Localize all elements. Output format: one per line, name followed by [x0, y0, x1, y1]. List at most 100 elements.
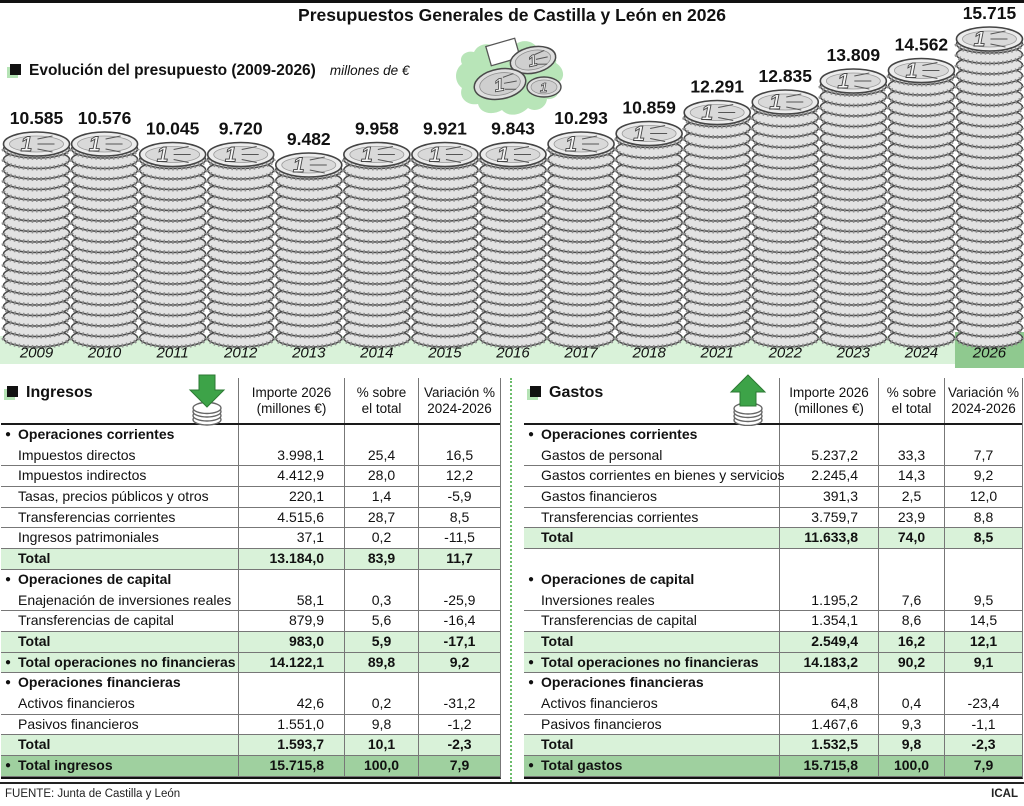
- cell-variacion: -2,3: [418, 735, 500, 755]
- row-label: Pasivos financieros: [18, 715, 139, 732]
- coin-stack-2012: 1 9.720: [205, 119, 276, 349]
- cell-variacion: 8,8: [944, 507, 1022, 528]
- year-label: 2017: [563, 345, 598, 362]
- value-label: 10.859: [622, 98, 676, 118]
- row-label-cell: ● Operaciones de capital: [1, 570, 238, 591]
- row-label: Tasas, precios públicos y otros: [18, 488, 209, 505]
- column-header-line1: Variación %: [947, 384, 1020, 400]
- cell-variacion: -31,2: [418, 693, 500, 714]
- row-label-cell: Gastos corrientes en bienes y servicios: [524, 466, 785, 486]
- cell-importe: 3.998,1: [238, 445, 344, 466]
- cell-variacion: -23,4: [944, 693, 1022, 714]
- cell-pct: 7,6: [878, 590, 944, 611]
- coin-face-digit: 1: [497, 144, 509, 167]
- row-label-cell: Total: [1, 735, 238, 755]
- cell-variacion: 14,5: [944, 611, 1022, 631]
- square-bullet-icon: [530, 386, 541, 397]
- value-label: 9.482: [287, 129, 331, 149]
- cell-importe: [779, 549, 878, 570]
- row-label-cell: Transferencias corrientes: [1, 508, 238, 528]
- cell-pct: 1,4: [344, 487, 418, 507]
- coin-stack-2015: 1 9.921: [409, 119, 480, 349]
- cell-pct: 0,2: [344, 693, 418, 714]
- gastos-row: Total 1.532,5 9,8 -2,3: [524, 735, 1022, 756]
- cell-importe: 3.759,7: [779, 507, 878, 528]
- cell-variacion: 9,2: [944, 466, 1022, 487]
- coin-stack-2016: 1 9.843: [477, 119, 548, 349]
- coin-face-digit: 1: [906, 60, 918, 83]
- top-border-line: [0, 0, 1024, 3]
- coin-face-digit: 1: [429, 144, 441, 167]
- cell-pct: [344, 425, 418, 446]
- ingresos-row: Total 983,0 5,9 -17,1: [1, 631, 500, 653]
- cell-importe: [238, 569, 344, 591]
- row-label: Total: [541, 529, 574, 546]
- value-label: 12.291: [690, 77, 744, 97]
- coin-stack-2024: 1 14.562: [886, 35, 957, 349]
- coin-face-digit: 1: [361, 144, 373, 167]
- cell-variacion: -17,1: [418, 631, 500, 652]
- row-label: Inversiones reales: [541, 591, 655, 608]
- ingresos-row: ● Operaciones de capital: [1, 569, 500, 591]
- coin-stack-chart: 110.585110.576110.04519.72019.48219.9581…: [0, 3, 1024, 368]
- cell-pct: 25,4: [344, 445, 418, 466]
- value-label: 13.809: [827, 45, 881, 65]
- cell-variacion: [418, 569, 500, 591]
- row-label: Operaciones de capital: [541, 570, 695, 587]
- cell-importe: 2.245,4: [779, 466, 878, 487]
- row-label: Transferencias corrientes: [18, 508, 176, 525]
- value-label: 9.921: [423, 119, 467, 139]
- cell-variacion: -5,9: [418, 487, 500, 507]
- ingresos-row: ● Total operaciones no financieras 14.122,…: [1, 652, 500, 674]
- cell-importe: 1.551,0: [238, 714, 344, 735]
- row-label-cell: Activos financieros: [1, 694, 238, 714]
- footer-line: [0, 782, 1024, 784]
- row-label: Operaciones financieras: [18, 674, 181, 691]
- cell-importe: 14.122,1: [238, 652, 344, 673]
- cell-variacion: 7,7: [944, 445, 1022, 466]
- row-label: Total: [541, 632, 574, 649]
- cell-importe: 58,1: [238, 590, 344, 611]
- value-label: 9.843: [491, 119, 535, 139]
- cell-importe: 1.467,6: [779, 714, 878, 735]
- column-header-2: % sobre el total: [878, 378, 944, 423]
- cell-importe: 15.715,8: [779, 756, 878, 776]
- cell-variacion: -25,9: [418, 590, 500, 611]
- row-label: Gastos financieros: [541, 488, 657, 505]
- value-label: 10.045: [146, 119, 200, 139]
- coin-face-digit: 1: [974, 28, 986, 51]
- cell-pct: 23,9: [878, 507, 944, 528]
- value-label: 10.585: [10, 108, 64, 128]
- gastos-row: ● Total gastos 15.715,8 100,0 7,9: [524, 756, 1022, 777]
- gastos-row: Gastos de personal 5.237,2 33,3 7,7: [524, 445, 1022, 467]
- row-label: Operaciones financieras: [541, 674, 704, 691]
- row-label-cell: Pasivos financieros: [524, 715, 779, 735]
- gastos-row: ● Operaciones financieras: [524, 673, 1022, 694]
- cell-variacion: 9,1: [944, 652, 1022, 673]
- cell-variacion: 12,1: [944, 631, 1022, 652]
- cell-pct: 10,1: [344, 735, 418, 755]
- column-header-line1: % sobre: [356, 384, 407, 400]
- cell-pct: [878, 569, 944, 591]
- ingresos-row: Transferencias corrientes 4.515,6 28,7 8,5: [1, 507, 500, 529]
- year-label: 2022: [768, 345, 803, 362]
- coin-stack-2017: 1 10.293: [546, 108, 617, 349]
- row-label-cell: Total: [524, 528, 779, 548]
- cell-pct: [878, 673, 944, 694]
- year-label: 2023: [836, 345, 871, 362]
- cell-pct: 5,6: [344, 611, 418, 631]
- year-label: 2011: [156, 345, 189, 362]
- coin-face-digit: 1: [837, 70, 849, 93]
- bullet-icon: ●: [5, 429, 12, 440]
- cell-pct: [344, 569, 418, 591]
- cell-importe: 1.593,7: [238, 735, 344, 755]
- svg-text:1: 1: [527, 52, 539, 70]
- gastos-row: Inversiones reales 1.195,2 7,6 9,5: [524, 590, 1022, 612]
- cell-importe: 1.354,1: [779, 611, 878, 631]
- cell-pct: 14,3: [878, 466, 944, 487]
- cell-pct: [878, 549, 944, 570]
- coin-face-digit: 1: [293, 154, 305, 177]
- column-header-2: % sobre el total: [344, 378, 418, 423]
- cell-importe: 4.515,6: [238, 507, 344, 528]
